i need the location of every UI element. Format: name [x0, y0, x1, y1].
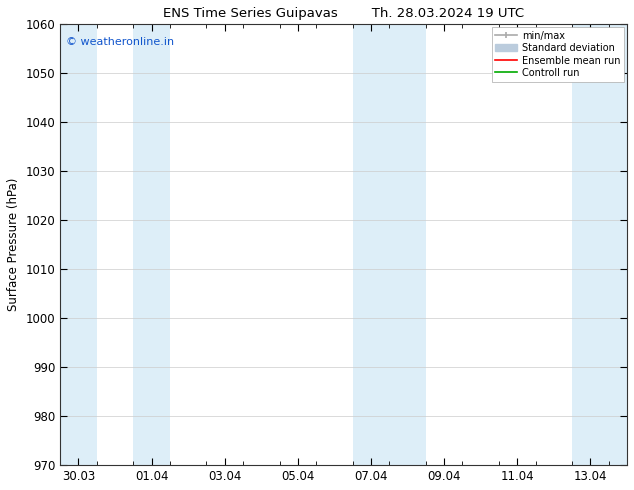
- Bar: [389, 24, 426, 465]
- Title: ENS Time Series Guipavas        Th. 28.03.2024 19 UTC: ENS Time Series Guipavas Th. 28.03.2024 …: [163, 7, 524, 20]
- Bar: [60, 24, 97, 465]
- Bar: [573, 24, 627, 465]
- Bar: [353, 24, 389, 465]
- Y-axis label: Surface Pressure (hPa): Surface Pressure (hPa): [7, 178, 20, 311]
- Bar: [133, 24, 170, 465]
- Text: © weatheronline.in: © weatheronline.in: [66, 37, 174, 47]
- Legend: min/max, Standard deviation, Ensemble mean run, Controll run: min/max, Standard deviation, Ensemble me…: [491, 27, 624, 82]
